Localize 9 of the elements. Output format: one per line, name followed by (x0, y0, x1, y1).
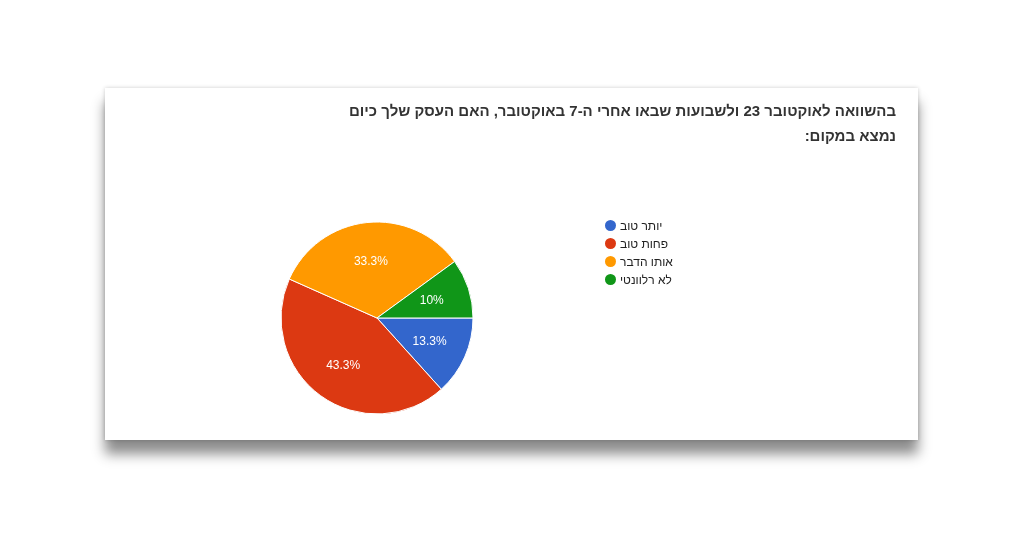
legend-label: פחות טוב (620, 237, 669, 251)
data-label: 10% (419, 293, 445, 308)
legend-label: יותר טוב (620, 219, 663, 233)
chart-title: בהשוואה לאוקטובר 23 ולשבועות שבאו אחרי ה-7 באוקטובר, האם העסק שלך כיום נמצא במקום: (348, 101, 896, 146)
data-label: 43.3% (326, 357, 361, 372)
legend-label: אותו הדבר (620, 255, 673, 269)
data-label: 33.3% (353, 253, 389, 268)
legend-label: לא רלוונטי (620, 273, 672, 287)
data-label: 13.3% (412, 334, 447, 349)
